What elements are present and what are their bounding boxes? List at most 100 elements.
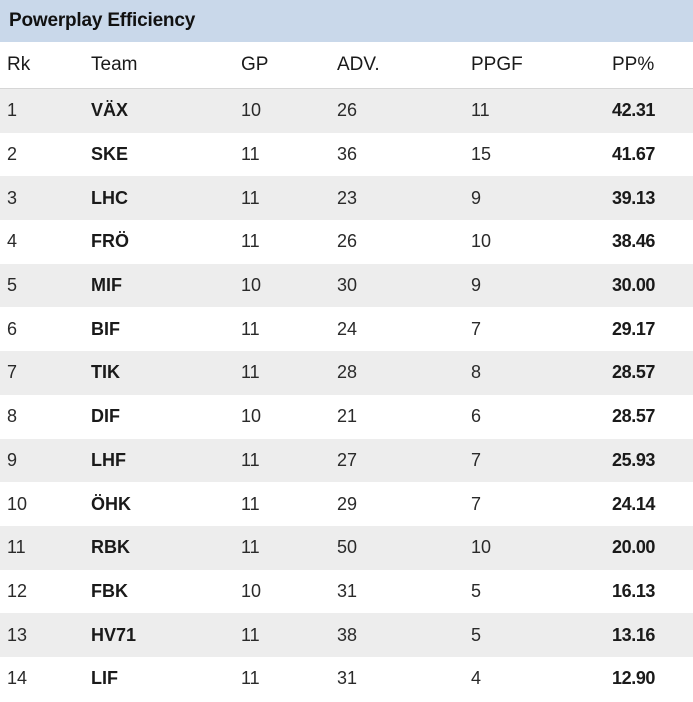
cell-advantages: 21 (337, 394, 471, 439)
cell-powerplay-goals: 7 (471, 482, 612, 526)
cell-rank: 8 (0, 394, 91, 439)
table-row[interactable]: 1 VÄX 10 26 11 42.31 (0, 88, 693, 133)
cell-games-played: 11 (241, 482, 337, 526)
cell-games-played: 11 (241, 132, 337, 177)
cell-powerplay-percent: 30.00 (612, 263, 693, 308)
cell-powerplay-percent: 16.13 (612, 569, 693, 614)
cell-rank: 13 (0, 613, 91, 657)
cell-team[interactable]: MIF (91, 263, 241, 308)
cell-games-played: 11 (241, 176, 337, 221)
cell-rank: 14 (0, 656, 91, 701)
standings-table: Rk Team GP ADV. PPGF PP% 1 VÄX 10 26 11 42.31… (0, 42, 693, 701)
cell-games-played: 10 (241, 263, 337, 308)
cell-advantages: 26 (337, 220, 471, 264)
cell-powerplay-percent: 39.13 (612, 176, 693, 221)
cell-powerplay-percent: 13.16 (612, 613, 693, 657)
table-row[interactable]: 7 TIK 11 28 8 28.57 (0, 351, 693, 395)
cell-rank: 1 (0, 88, 91, 133)
cell-team[interactable]: HV71 (91, 613, 241, 657)
table-row[interactable]: 9 LHF 11 27 7 25.93 (0, 438, 693, 483)
cell-powerplay-percent: 20.00 (612, 525, 693, 570)
table-row[interactable]: 6 BIF 11 24 7 29.17 (0, 307, 693, 352)
cell-powerplay-percent: 24.14 (612, 482, 693, 526)
cell-powerplay-goals: 11 (471, 88, 612, 133)
cell-advantages: 31 (337, 569, 471, 614)
cell-advantages: 27 (337, 438, 471, 483)
table-row[interactable]: 14 LIF 11 31 4 12.90 (0, 656, 693, 701)
cell-games-played: 11 (241, 351, 337, 395)
cell-team[interactable]: DIF (91, 394, 241, 439)
column-header-powerplay-percent[interactable]: PP% (612, 42, 693, 89)
cell-powerplay-percent: 42.31 (612, 88, 693, 133)
cell-rank: 4 (0, 220, 91, 264)
cell-team[interactable]: RBK (91, 525, 241, 570)
column-header-rank[interactable]: Rk (0, 42, 91, 89)
cell-powerplay-goals: 5 (471, 613, 612, 657)
cell-games-played: 10 (241, 569, 337, 614)
cell-games-played: 11 (241, 438, 337, 483)
header-row: Rk Team GP ADV. PPGF PP% (0, 42, 693, 89)
table-row[interactable]: 5 MIF 10 30 9 30.00 (0, 263, 693, 308)
cell-team[interactable]: LHF (91, 438, 241, 483)
cell-team[interactable]: BIF (91, 307, 241, 352)
cell-team[interactable]: FRÖ (91, 220, 241, 264)
table-row[interactable]: 10 ÖHK 11 29 7 24.14 (0, 482, 693, 526)
cell-games-played: 11 (241, 220, 337, 264)
cell-advantages: 26 (337, 88, 471, 133)
cell-advantages: 23 (337, 176, 471, 221)
cell-powerplay-goals: 7 (471, 438, 612, 483)
cell-team[interactable]: TIK (91, 351, 241, 395)
cell-powerplay-goals: 10 (471, 220, 612, 264)
cell-team[interactable]: LHC (91, 176, 241, 221)
table-row[interactable]: 3 LHC 11 23 9 39.13 (0, 176, 693, 221)
cell-powerplay-percent: 38.46 (612, 220, 693, 264)
table-row[interactable]: 11 RBK 11 50 10 20.00 (0, 525, 693, 570)
column-header-games-played[interactable]: GP (241, 42, 337, 89)
table-row[interactable]: 13 HV71 11 38 5 13.16 (0, 613, 693, 657)
cell-powerplay-percent: 25.93 (612, 438, 693, 483)
cell-team[interactable]: SKE (91, 132, 241, 177)
cell-powerplay-percent: 12.90 (612, 656, 693, 701)
column-header-advantages[interactable]: ADV. (337, 42, 471, 89)
cell-games-played: 11 (241, 656, 337, 701)
table-row[interactable]: 2 SKE 11 36 15 41.67 (0, 132, 693, 177)
cell-team[interactable]: LIF (91, 656, 241, 701)
cell-team[interactable]: ÖHK (91, 482, 241, 526)
cell-powerplay-goals: 7 (471, 307, 612, 352)
table-row[interactable]: 4 FRÖ 11 26 10 38.46 (0, 220, 693, 264)
cell-rank: 7 (0, 351, 91, 395)
column-header-team[interactable]: Team (91, 42, 241, 89)
cell-games-played: 11 (241, 613, 337, 657)
cell-team[interactable]: VÄX (91, 88, 241, 133)
cell-rank: 12 (0, 569, 91, 614)
table-row[interactable]: 8 DIF 10 21 6 28.57 (0, 394, 693, 439)
cell-rank: 3 (0, 176, 91, 221)
cell-advantages: 36 (337, 132, 471, 177)
cell-advantages: 50 (337, 525, 471, 570)
cell-advantages: 28 (337, 351, 471, 395)
cell-rank: 2 (0, 132, 91, 177)
cell-powerplay-goals: 5 (471, 569, 612, 614)
cell-team[interactable]: FBK (91, 569, 241, 614)
widget-title: Powerplay Efficiency (0, 0, 693, 42)
column-header-powerplay-goals[interactable]: PPGF (471, 42, 612, 89)
cell-games-played: 10 (241, 88, 337, 133)
cell-powerplay-percent: 29.17 (612, 307, 693, 352)
cell-powerplay-goals: 9 (471, 176, 612, 221)
cell-games-played: 11 (241, 307, 337, 352)
table-row[interactable]: 12 FBK 10 31 5 16.13 (0, 569, 693, 614)
cell-powerplay-goals: 15 (471, 132, 612, 177)
cell-powerplay-goals: 6 (471, 394, 612, 439)
cell-rank: 5 (0, 263, 91, 308)
cell-powerplay-percent: 28.57 (612, 394, 693, 439)
cell-powerplay-percent: 41.67 (612, 132, 693, 177)
cell-powerplay-goals: 8 (471, 351, 612, 395)
cell-rank: 9 (0, 438, 91, 483)
cell-advantages: 38 (337, 613, 471, 657)
cell-advantages: 31 (337, 656, 471, 701)
cell-powerplay-goals: 9 (471, 263, 612, 308)
cell-rank: 11 (0, 525, 91, 570)
cell-powerplay-goals: 4 (471, 656, 612, 701)
cell-powerplay-percent: 28.57 (612, 351, 693, 395)
